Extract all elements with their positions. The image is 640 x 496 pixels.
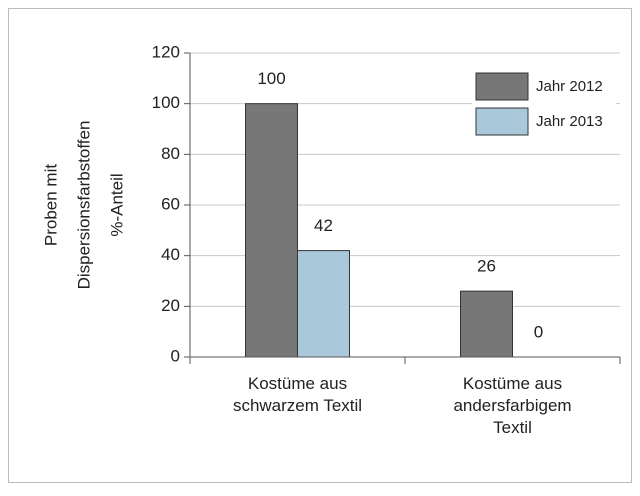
y-tick-label: 60 xyxy=(161,194,180,213)
y-tick-label: 0 xyxy=(171,346,180,365)
y-tick-label: 20 xyxy=(161,296,180,315)
legend-label: Jahr 2012 xyxy=(536,78,603,95)
y-tick-label: 120 xyxy=(152,42,180,61)
legend-label: Jahr 2013 xyxy=(536,113,603,130)
y-axis-label: Proben mit xyxy=(41,164,60,246)
data-label: 42 xyxy=(314,216,333,235)
bar xyxy=(460,290,513,358)
y-axis-label: Dispersionsfarbstoffen xyxy=(74,121,93,290)
legend-swatch xyxy=(475,107,529,136)
y-axis-label: %-Anteil xyxy=(107,173,126,236)
data-label: 0 xyxy=(534,322,543,341)
data-label: 100 xyxy=(257,69,285,88)
y-tick-label: 100 xyxy=(152,93,180,112)
y-tick-label: 80 xyxy=(161,144,180,163)
x-tick-label: Kostüme aus andersfarbigem Textil xyxy=(453,374,571,437)
y-tick-label: 40 xyxy=(161,245,180,264)
legend-swatch xyxy=(475,72,529,101)
bar xyxy=(297,250,350,358)
data-label: 26 xyxy=(477,257,496,276)
x-tick-label: Kostüme aus schwarzem Textil xyxy=(233,374,362,415)
bar xyxy=(245,103,298,358)
